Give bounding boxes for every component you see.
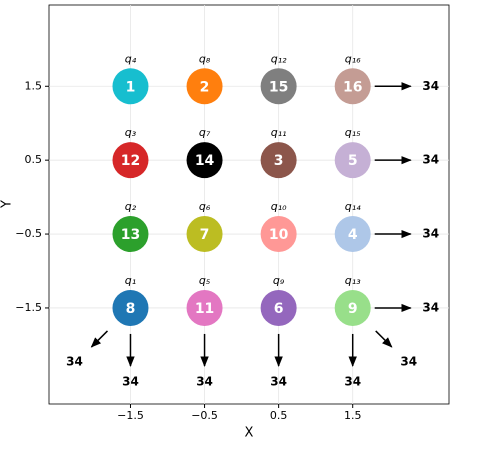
x-tick-label: 1.5 xyxy=(344,409,362,422)
plot-frame xyxy=(48,4,450,405)
x-tick-label: −0.5 xyxy=(191,409,218,422)
point-label: q₁₄ xyxy=(345,200,361,213)
point-label: q₇ xyxy=(199,126,211,139)
point xyxy=(186,216,223,253)
point-label: q₁₁ xyxy=(271,126,287,139)
point xyxy=(186,142,223,179)
point xyxy=(334,289,371,326)
point-label: q₁₅ xyxy=(345,126,361,139)
y-tick-label: 1.5 xyxy=(25,79,43,92)
point-label: q₁₀ xyxy=(271,200,287,213)
point xyxy=(186,289,223,326)
arrow xyxy=(90,330,109,348)
row-sum: 34 xyxy=(422,227,439,241)
y-tick-label: 0.5 xyxy=(25,153,43,166)
point-value: 16 xyxy=(343,79,362,95)
point xyxy=(260,216,297,253)
x-tick-label: 0.5 xyxy=(270,409,288,422)
point-value: 12 xyxy=(121,153,140,169)
point-label: q₁ xyxy=(125,274,136,287)
row-sum: 34 xyxy=(422,300,439,314)
point xyxy=(112,68,149,105)
y-tick-label: −1.5 xyxy=(15,301,42,314)
point-label: q₅ xyxy=(199,274,210,287)
point-value: 15 xyxy=(269,79,288,95)
point xyxy=(260,289,297,326)
point-value: 14 xyxy=(195,153,215,169)
point xyxy=(112,142,149,179)
point-value: 10 xyxy=(269,227,289,243)
x-axis-label: X xyxy=(245,426,254,441)
point-value: 1 xyxy=(126,79,136,95)
y-tick-label: −0.5 xyxy=(15,227,42,240)
point-label: q₉ xyxy=(273,274,285,287)
x-tick-label: −1.5 xyxy=(117,409,144,422)
y-axis-label: Y xyxy=(0,200,15,209)
point-label: q₁₃ xyxy=(345,274,361,287)
point xyxy=(186,68,223,105)
diagonal-sum: 34 xyxy=(66,354,83,368)
point-value: 5 xyxy=(348,153,358,169)
point-value: 8 xyxy=(126,301,136,317)
column-sum: 34 xyxy=(196,374,213,388)
column-sum: 34 xyxy=(270,374,287,388)
column-sum: 34 xyxy=(344,374,361,388)
point-value: 9 xyxy=(348,301,358,317)
point-value: 11 xyxy=(195,301,214,317)
row-sum: 34 xyxy=(422,79,439,93)
point xyxy=(112,216,149,253)
point-label: q₁₂ xyxy=(271,52,287,65)
point xyxy=(334,216,371,253)
point-value: 3 xyxy=(274,153,284,169)
point xyxy=(334,68,371,105)
point-label: q₂ xyxy=(125,200,137,213)
point xyxy=(334,142,371,179)
point-value: 2 xyxy=(200,79,210,95)
point-value: 13 xyxy=(121,227,140,243)
point-label: q₆ xyxy=(199,200,211,213)
point-label: q₁₆ xyxy=(345,52,361,65)
point xyxy=(260,68,297,105)
point-label: q₃ xyxy=(125,126,137,139)
arrow xyxy=(375,330,393,348)
point-value: 4 xyxy=(348,227,358,243)
point-value: 7 xyxy=(200,227,210,243)
column-sum: 34 xyxy=(122,374,139,388)
row-sum: 34 xyxy=(422,153,439,167)
point xyxy=(112,289,149,326)
point-value: 6 xyxy=(274,301,284,317)
point xyxy=(260,142,297,179)
point-label: q₈ xyxy=(199,52,211,65)
point-label: q₄ xyxy=(125,52,137,65)
diagonal-sum: 34 xyxy=(400,354,417,368)
